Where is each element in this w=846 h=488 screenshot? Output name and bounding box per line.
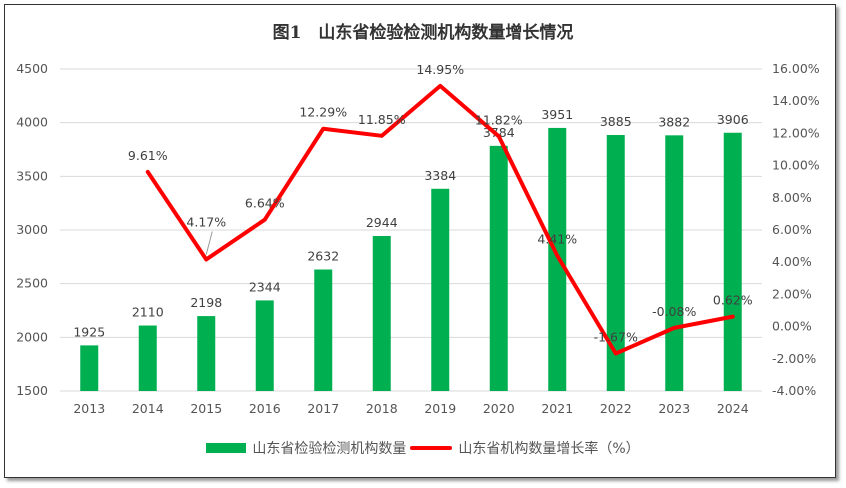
y-left-tick-label: 3500 bbox=[16, 168, 48, 183]
y-right-tick-label: 2.00% bbox=[772, 286, 812, 301]
x-tick-label: 2013 bbox=[73, 401, 105, 416]
bar bbox=[723, 132, 742, 392]
y-right-tick-label: -4.00% bbox=[772, 383, 816, 398]
bar bbox=[431, 188, 450, 391]
line-data-label: 4.41% bbox=[537, 232, 577, 247]
y-right-tick-label: -2.00% bbox=[772, 351, 816, 366]
x-tick-label: 2016 bbox=[249, 401, 281, 416]
y-right-tick-label: 16.00% bbox=[772, 61, 820, 76]
bar bbox=[255, 300, 274, 391]
y-right-tick-label: 4.00% bbox=[772, 254, 812, 269]
line-data-label: -1.67% bbox=[594, 329, 638, 344]
bar-data-label: 3384 bbox=[424, 168, 456, 183]
legend-line-swatch bbox=[410, 446, 453, 450]
x-tick-label: 2017 bbox=[307, 401, 339, 416]
y-left-tick-label: 2500 bbox=[16, 276, 48, 291]
y-right-tick-label: 0.00% bbox=[772, 319, 812, 334]
x-tick-label: 2021 bbox=[541, 401, 573, 416]
chart-title: 图1 山东省检验检测机构数量增长情况 bbox=[272, 23, 574, 43]
y-left-tick-label: 3000 bbox=[16, 222, 48, 237]
y-right-tick-label: 8.00% bbox=[772, 190, 812, 205]
bar-data-label: 3906 bbox=[717, 112, 749, 127]
line-data-label: 6.64% bbox=[245, 196, 285, 211]
bar-data-label: 1925 bbox=[73, 324, 105, 339]
line-data-label: 11.82% bbox=[475, 112, 523, 127]
y-left-tick-label: 2000 bbox=[16, 329, 48, 344]
bar bbox=[138, 325, 157, 391]
bar-data-label: 2198 bbox=[190, 295, 222, 310]
legend-line-label: 山东省机构数量增长率（%） bbox=[458, 441, 640, 457]
x-tick-label: 2024 bbox=[717, 401, 749, 416]
bar bbox=[314, 269, 333, 391]
y-left-tick-label: 4500 bbox=[16, 61, 48, 76]
bar-data-label: 2344 bbox=[249, 279, 281, 294]
growth-line bbox=[145, 83, 735, 356]
line-data-label: 4.17% bbox=[186, 214, 226, 229]
legend-bar-label: 山东省检验检测机构数量 bbox=[252, 441, 407, 457]
leader-line bbox=[205, 231, 213, 255]
line-data-label: 0.62% bbox=[713, 293, 753, 308]
bar bbox=[80, 345, 99, 391]
x-tick-label: 2018 bbox=[366, 401, 398, 416]
y-right-tick-label: 10.00% bbox=[772, 158, 820, 173]
bar-data-label: 3882 bbox=[658, 114, 690, 129]
chart-frame bbox=[4, 4, 836, 478]
y-left-tick-label: 1500 bbox=[16, 383, 48, 398]
legend-bar-swatch bbox=[206, 443, 247, 453]
y-right-tick-label: 14.00% bbox=[772, 93, 820, 108]
bar bbox=[372, 236, 391, 391]
bar-data-label: 3885 bbox=[600, 114, 632, 129]
bar bbox=[606, 135, 625, 391]
x-tick-label: 2015 bbox=[190, 401, 222, 416]
line-data-label: -0.08% bbox=[652, 304, 696, 319]
y-left-tick-label: 4000 bbox=[16, 115, 48, 130]
x-tick-label: 2014 bbox=[132, 401, 164, 416]
y-right-tick-label: 6.00% bbox=[772, 222, 812, 237]
bar-data-label: 2632 bbox=[307, 248, 339, 263]
x-tick-label: 2019 bbox=[424, 401, 456, 416]
y-right-tick-label: 12.00% bbox=[772, 125, 820, 140]
line-data-label: 9.61% bbox=[128, 148, 168, 163]
bar bbox=[665, 135, 684, 391]
x-tick-label: 2022 bbox=[600, 401, 632, 416]
bar-data-label: 3951 bbox=[541, 107, 573, 122]
bar bbox=[197, 316, 216, 391]
bar-data-label: 2944 bbox=[366, 215, 398, 230]
line-data-label: 14.95% bbox=[416, 62, 464, 77]
x-tick-label: 2020 bbox=[483, 401, 515, 416]
bar bbox=[489, 145, 508, 391]
line-data-label: 11.85% bbox=[358, 112, 406, 127]
legend: 山东省检验检测机构数量 山东省机构数量增长率（%） bbox=[0, 438, 846, 458]
line-data-label: 12.29% bbox=[299, 105, 347, 120]
bar-data-label: 2110 bbox=[132, 305, 164, 320]
x-tick-label: 2023 bbox=[658, 401, 690, 416]
